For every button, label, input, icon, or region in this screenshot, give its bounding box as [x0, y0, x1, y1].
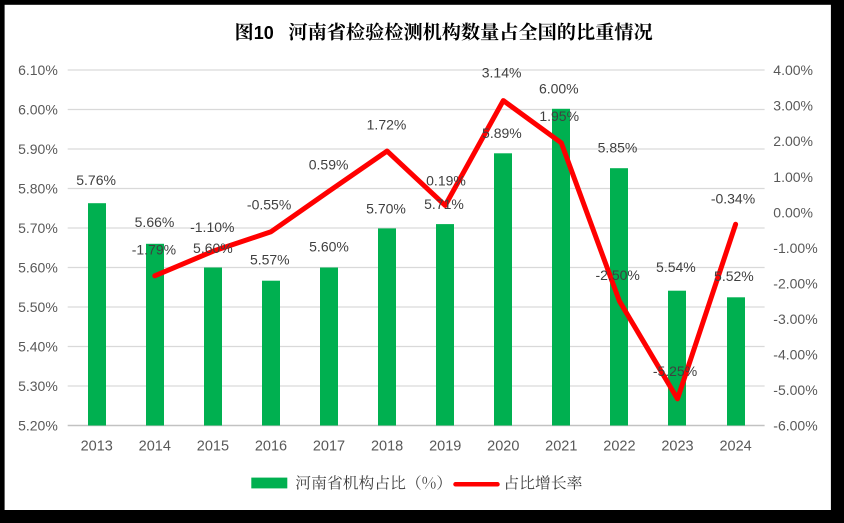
- svg-text:1.00%: 1.00%: [773, 169, 813, 185]
- svg-text:2014: 2014: [139, 438, 171, 454]
- svg-text:5.66%: 5.66%: [135, 214, 175, 230]
- svg-text:5.60%: 5.60%: [309, 239, 349, 255]
- svg-text:2019: 2019: [429, 438, 461, 454]
- svg-text:2023: 2023: [661, 438, 693, 454]
- svg-text:-4.00%: -4.00%: [773, 347, 817, 363]
- svg-text:-1.79%: -1.79%: [132, 242, 176, 258]
- svg-text:-6.00%: -6.00%: [773, 418, 817, 434]
- svg-text:5.70%: 5.70%: [366, 200, 406, 216]
- svg-text:-5.25%: -5.25%: [653, 363, 697, 379]
- svg-text:2015: 2015: [197, 438, 229, 454]
- svg-text:10: 10: [254, 23, 274, 43]
- svg-text:5.30%: 5.30%: [18, 378, 58, 394]
- svg-text:5.70%: 5.70%: [18, 220, 58, 236]
- svg-text:0.00%: 0.00%: [773, 204, 813, 220]
- svg-text:-2.50%: -2.50%: [596, 267, 640, 283]
- svg-text:2024: 2024: [719, 438, 751, 454]
- svg-text:2020: 2020: [487, 438, 519, 454]
- svg-text:-0.34%: -0.34%: [711, 191, 755, 207]
- svg-text:-1.00%: -1.00%: [773, 240, 817, 256]
- svg-text:5.90%: 5.90%: [18, 141, 58, 157]
- svg-text:-3.00%: -3.00%: [773, 311, 817, 327]
- svg-text:0.19%: 0.19%: [426, 173, 466, 189]
- svg-text:-1.10%: -1.10%: [190, 219, 234, 235]
- svg-text:6.10%: 6.10%: [18, 62, 58, 78]
- svg-text:5.60%: 5.60%: [193, 240, 233, 256]
- svg-text:0.59%: 0.59%: [309, 157, 349, 173]
- svg-text:6.00%: 6.00%: [539, 80, 579, 96]
- svg-text:2021: 2021: [545, 438, 577, 454]
- svg-text:5.89%: 5.89%: [482, 125, 522, 141]
- svg-text:-2.00%: -2.00%: [773, 275, 817, 291]
- svg-text:5.40%: 5.40%: [18, 339, 58, 355]
- svg-text:1.95%: 1.95%: [539, 108, 579, 124]
- svg-text:-0.55%: -0.55%: [247, 197, 291, 213]
- svg-text:2022: 2022: [603, 438, 635, 454]
- svg-text:5.20%: 5.20%: [18, 418, 58, 434]
- svg-text:5.52%: 5.52%: [714, 268, 754, 284]
- svg-text:5.60%: 5.60%: [18, 260, 58, 276]
- svg-text:5.54%: 5.54%: [656, 259, 696, 275]
- svg-text:3.00%: 3.00%: [773, 98, 813, 114]
- svg-text:5.85%: 5.85%: [598, 139, 638, 155]
- svg-text:5.76%: 5.76%: [76, 172, 116, 188]
- svg-text:4.00%: 4.00%: [773, 62, 813, 78]
- svg-text:6.00%: 6.00%: [18, 102, 58, 118]
- svg-text:5.80%: 5.80%: [18, 181, 58, 197]
- svg-text:5.71%: 5.71%: [424, 196, 464, 212]
- svg-text:-5.00%: -5.00%: [773, 382, 817, 398]
- svg-text:5.50%: 5.50%: [18, 299, 58, 315]
- svg-text:3.14%: 3.14%: [482, 65, 522, 81]
- svg-text:1.72%: 1.72%: [367, 116, 407, 132]
- svg-text:5.57%: 5.57%: [250, 251, 290, 267]
- svg-text:2018: 2018: [371, 438, 403, 454]
- svg-text:2016: 2016: [255, 438, 287, 454]
- svg-text:2013: 2013: [81, 438, 113, 454]
- svg-text:2017: 2017: [313, 438, 345, 454]
- svg-text:2.00%: 2.00%: [773, 133, 813, 149]
